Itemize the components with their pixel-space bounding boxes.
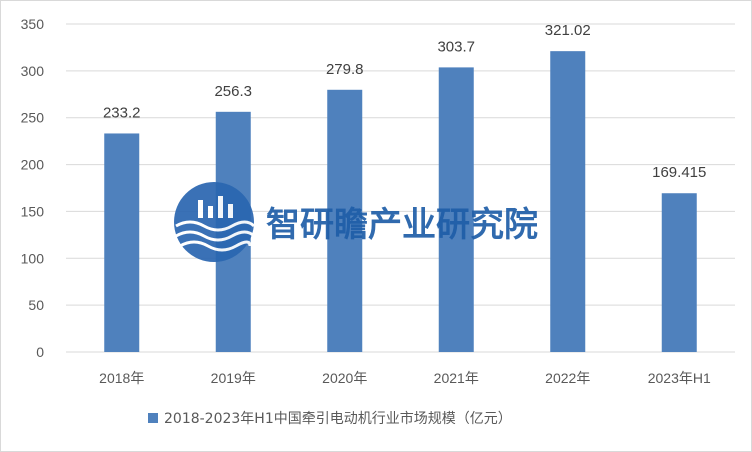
x-tick-label: 2022年 bbox=[545, 370, 590, 386]
watermark-text: 智研瞻产业研究院 bbox=[266, 205, 538, 245]
bar bbox=[438, 67, 474, 353]
data-label: 233.2 bbox=[103, 104, 141, 121]
bars bbox=[104, 51, 697, 353]
data-label: 256.3 bbox=[214, 83, 252, 100]
data-label: 303.7 bbox=[437, 38, 475, 55]
y-tick-label: 300 bbox=[21, 63, 45, 79]
data-label: 169.415 bbox=[652, 164, 706, 181]
x-tick-label: 2020年 bbox=[322, 370, 367, 386]
legend-label: 2018-2023年H1中国牵引电动机行业市场规模（亿元） bbox=[164, 410, 512, 427]
y-tick-label: 350 bbox=[21, 16, 45, 32]
data-label: 321.02 bbox=[545, 22, 591, 39]
gridlines bbox=[66, 23, 735, 353]
y-tick-label: 0 bbox=[36, 344, 44, 360]
watermark: 智研瞻产业研究院 bbox=[174, 182, 538, 262]
bar bbox=[550, 51, 586, 353]
y-tick-label: 100 bbox=[21, 250, 45, 266]
x-tick-label: 2019年 bbox=[211, 370, 256, 386]
y-axis-ticks: 0 50 100 150 200 250 300 350 bbox=[21, 16, 45, 360]
y-tick-label: 200 bbox=[21, 157, 45, 173]
bar bbox=[661, 193, 697, 352]
bar bbox=[104, 133, 140, 352]
x-tick-label: 2023年H1 bbox=[648, 370, 711, 386]
legend-swatch bbox=[148, 413, 158, 423]
data-labels: 233.2 256.3 279.8 303.7 321.02 169.415 bbox=[103, 22, 706, 181]
data-label: 279.8 bbox=[326, 61, 364, 78]
x-tick-label: 2021年 bbox=[434, 370, 479, 386]
y-tick-label: 150 bbox=[21, 203, 45, 219]
y-tick-label: 50 bbox=[28, 297, 44, 313]
legend: 2018-2023年H1中国牵引电动机行业市场规模（亿元） bbox=[148, 410, 512, 427]
bar bbox=[327, 89, 363, 353]
y-tick-label: 250 bbox=[21, 110, 45, 126]
x-tick-label: 2018年 bbox=[99, 370, 144, 386]
x-axis-ticks: 2018年 2019年 2020年 2021年 2022年 2023年H1 bbox=[99, 370, 711, 386]
